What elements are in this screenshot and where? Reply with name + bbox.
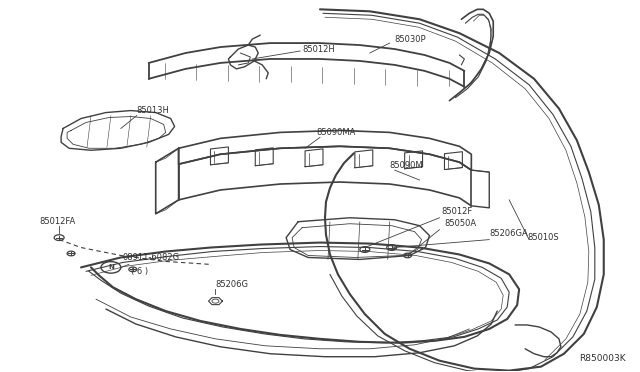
Text: N: N <box>108 264 114 270</box>
Text: 85012H: 85012H <box>302 45 335 54</box>
Text: 08911-6082G: 08911-6082G <box>123 253 180 262</box>
Text: 85030P: 85030P <box>395 35 426 44</box>
Text: 85090MA: 85090MA <box>316 128 355 137</box>
Text: 85010S: 85010S <box>527 233 559 242</box>
Text: 85050A: 85050A <box>444 219 477 228</box>
Text: 85012F: 85012F <box>442 207 473 216</box>
Text: 85090M: 85090M <box>390 161 423 170</box>
Text: 85012FA: 85012FA <box>39 217 76 226</box>
Text: 85206GA: 85206GA <box>489 229 528 238</box>
Text: 85206G: 85206G <box>216 280 248 289</box>
Text: R850003K: R850003K <box>579 354 626 363</box>
Text: ( 6 ): ( 6 ) <box>131 267 148 276</box>
Text: 85013H: 85013H <box>137 106 170 115</box>
